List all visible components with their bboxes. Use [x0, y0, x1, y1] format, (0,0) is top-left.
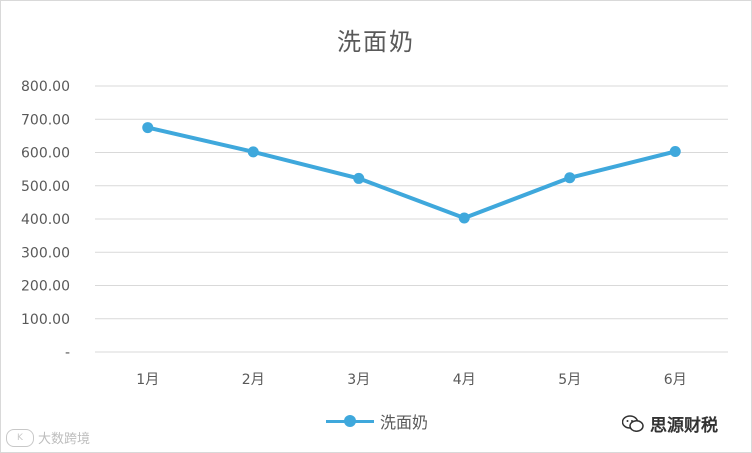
- watermark-right-text: 思源财税: [650, 416, 718, 436]
- data-point: [353, 172, 365, 184]
- data-point: [142, 122, 154, 134]
- y-tick-label: 400.00: [21, 212, 70, 228]
- data-point: [669, 146, 681, 158]
- y-tick-label: 800.00: [21, 79, 70, 95]
- watermark-left: K 大数跨境: [6, 428, 90, 447]
- y-tick-label: 700.00: [21, 112, 70, 128]
- x-tick-label: 3月: [347, 372, 370, 388]
- y-tick-label: 600.00: [21, 146, 70, 162]
- legend-label: 洗面奶: [380, 413, 429, 432]
- data-point: [247, 146, 259, 158]
- y-tick-label: 500.00: [21, 179, 70, 195]
- y-tick-label: 100.00: [21, 312, 70, 328]
- y-tick-label: 300.00: [21, 245, 70, 261]
- x-tick-label: 4月: [453, 372, 476, 388]
- legend-swatch: [326, 414, 374, 428]
- x-tick-label: 6月: [664, 372, 687, 388]
- y-tick-label: 200.00: [21, 279, 70, 295]
- watermark-logo-icon: K: [6, 428, 34, 447]
- legend: 洗面奶: [326, 409, 428, 433]
- data-point: [564, 172, 576, 184]
- chart-title: 洗面奶: [337, 28, 415, 56]
- watermark-left-text: 大数跨境: [38, 432, 91, 447]
- x-tick-label: 5月: [558, 372, 581, 388]
- watermark-right: 思源财税: [622, 411, 718, 436]
- x-tick-label: 2月: [242, 372, 265, 388]
- x-tick-label: 1月: [136, 372, 159, 388]
- wechat-icon: [622, 414, 644, 432]
- series-line: [145, 125, 678, 221]
- data-point: [458, 212, 470, 224]
- y-tick-label: -: [65, 345, 70, 361]
